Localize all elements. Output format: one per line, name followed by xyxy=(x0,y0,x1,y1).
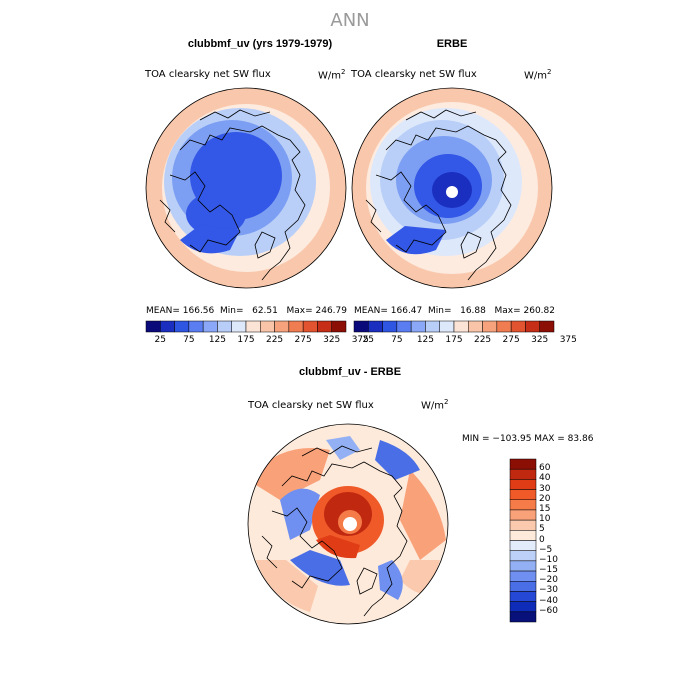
colorbar-tick-label: 25 xyxy=(362,335,375,345)
panel2-variable: TOA clearsky net SW flux xyxy=(351,69,477,80)
colorbar-tick-label: 225 xyxy=(473,335,492,345)
colorbar-swatch xyxy=(453,320,469,333)
colorbar-tick-label: 75 xyxy=(183,335,195,345)
colorbar-swatch xyxy=(439,320,455,333)
colorbar-swatch xyxy=(509,489,537,500)
panel1-map xyxy=(146,88,346,288)
colorbar-tick-label: 175 xyxy=(237,335,255,345)
colorbar-tick-label: 40 xyxy=(539,473,551,484)
panel1-units: W/m2 xyxy=(318,68,346,82)
difference-minmax: MIN = −103.95 MAX = 83.86 xyxy=(462,434,594,444)
colorbar-swatch xyxy=(288,320,304,333)
colorbar-tick-label: 225 xyxy=(265,335,284,345)
colorbar-tick-label: −10 xyxy=(539,554,558,565)
colorbar-tick-label: 60 xyxy=(539,463,551,474)
colorbar-swatch xyxy=(396,320,412,333)
colorbar-swatch xyxy=(382,320,398,333)
colorbar-swatch xyxy=(145,320,161,333)
colorbar-swatch xyxy=(368,320,383,333)
colorbar-swatch xyxy=(509,540,537,551)
colorbar-swatch xyxy=(509,581,537,592)
panel1-stats: MEAN= 166.56 Min= 62.51 Max= 246.79 xyxy=(146,306,347,316)
colorbar-swatch xyxy=(188,320,204,333)
colorbar-swatch xyxy=(509,560,537,572)
colorbar-swatch xyxy=(509,591,537,602)
colorbar-swatch xyxy=(331,320,347,333)
colorbar-swatch xyxy=(231,320,247,333)
colorbar-swatch xyxy=(202,320,218,333)
panel1-variable: TOA clearsky net SW flux xyxy=(145,69,271,80)
colorbar-swatch xyxy=(260,320,275,333)
panel2-heading: ERBE xyxy=(436,38,468,50)
colorbar-tick-label: −5 xyxy=(539,544,553,555)
colorbar-swatch xyxy=(509,509,537,521)
colorbar-swatch xyxy=(245,320,261,333)
colorbar-swatch xyxy=(468,320,483,333)
difference-units: W/m2 xyxy=(421,398,449,412)
colorbar-swatch xyxy=(510,320,526,333)
colorbar-tick-label: −30 xyxy=(539,585,558,596)
colorbar-swatch xyxy=(509,479,537,490)
colorbar-tick-label: 375 xyxy=(351,335,369,345)
colorbar-swatch xyxy=(525,320,540,333)
colorbar-swatch xyxy=(317,320,332,333)
colorbar-tick-label: 325 xyxy=(323,335,341,345)
colorbar-tick-label: −60 xyxy=(539,605,558,616)
colorbar-tick-label: 275 xyxy=(294,335,312,345)
colorbar-swatch xyxy=(174,320,190,333)
colorbar-swatch xyxy=(410,320,426,333)
colorbar-swatch xyxy=(509,550,537,562)
figure-title: ANN xyxy=(330,10,370,31)
panel2-pole-hole xyxy=(446,186,458,198)
colorbar-tick-label: 30 xyxy=(539,483,551,494)
colorbar-tick-label: 5 xyxy=(539,524,545,535)
difference-colorbar xyxy=(509,458,537,623)
colorbar-tick-label: 75 xyxy=(391,335,403,345)
colorbar-swatch xyxy=(353,320,369,333)
panel1-heading: clubbmf_uv (yrs 1979-1979) xyxy=(187,38,333,50)
colorbar-swatch xyxy=(302,320,318,333)
difference-variable: TOA clearsky net SW flux xyxy=(248,400,374,411)
panel1-colorbar xyxy=(145,320,347,333)
panel2-units: W/m2 xyxy=(524,68,552,82)
colorbar-tick-label: 125 xyxy=(416,335,435,345)
colorbar-swatch xyxy=(509,519,537,531)
panel2-stats: MEAN= 166.47 Min= 16.88 Max= 260.82 xyxy=(354,306,555,316)
colorbar-swatch xyxy=(274,320,290,333)
colorbar-tick-label: 25 xyxy=(154,335,167,345)
colorbar-tick-label: 15 xyxy=(539,503,551,514)
difference-heading: clubbmf_uv - ERBE xyxy=(298,366,402,378)
colorbar-tick-label: 125 xyxy=(208,335,227,345)
difference-pole-hole xyxy=(343,517,357,531)
colorbar-tick-label: 20 xyxy=(539,493,551,504)
colorbar-tick-label: 10 xyxy=(539,514,551,525)
colorbar-swatch xyxy=(509,530,537,541)
colorbar-tick-label: 325 xyxy=(531,335,549,345)
colorbar-swatch xyxy=(217,320,232,333)
colorbar-swatch xyxy=(509,570,537,582)
panel2-colorbar xyxy=(353,320,555,333)
colorbar-tick-label: 375 xyxy=(559,335,577,345)
colorbar-swatch xyxy=(160,320,175,333)
colorbar-tick-label: 275 xyxy=(502,335,520,345)
colorbar-swatch xyxy=(539,320,555,333)
colorbar-swatch xyxy=(509,468,537,480)
colorbar-swatch xyxy=(425,320,440,333)
colorbar-tick-label: −20 xyxy=(539,575,558,586)
colorbar-swatch xyxy=(482,320,498,333)
colorbar-swatch xyxy=(509,499,537,511)
colorbar-swatch xyxy=(496,320,512,333)
colorbar-tick-label: 175 xyxy=(445,335,463,345)
colorbar-swatch xyxy=(509,601,537,613)
colorbar-swatch xyxy=(509,611,537,623)
colorbar-swatch xyxy=(509,458,537,470)
colorbar-tick-label: −40 xyxy=(539,595,558,606)
colorbar-tick-label: −15 xyxy=(539,565,558,576)
colorbar-tick-label: 0 xyxy=(539,534,545,545)
